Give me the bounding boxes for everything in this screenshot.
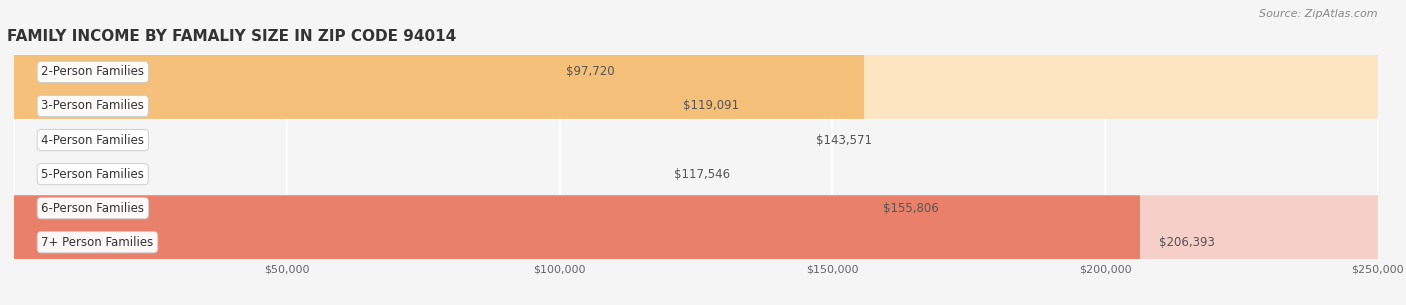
- Text: 6-Person Families: 6-Person Families: [41, 202, 145, 215]
- Text: 5-Person Families: 5-Person Families: [41, 168, 145, 181]
- Text: 2-Person Families: 2-Person Families: [41, 66, 145, 78]
- Text: $117,546: $117,546: [675, 168, 731, 181]
- Text: $155,806: $155,806: [883, 202, 939, 215]
- FancyBboxPatch shape: [14, 195, 1140, 305]
- FancyBboxPatch shape: [14, 195, 1378, 305]
- Text: 4-Person Families: 4-Person Families: [41, 134, 145, 146]
- Text: $119,091: $119,091: [683, 99, 740, 113]
- Text: Source: ZipAtlas.com: Source: ZipAtlas.com: [1260, 9, 1378, 19]
- Text: $206,393: $206,393: [1159, 236, 1215, 249]
- FancyBboxPatch shape: [14, 0, 1378, 119]
- Text: $143,571: $143,571: [817, 134, 872, 146]
- Text: FAMILY INCOME BY FAMALIY SIZE IN ZIP CODE 94014: FAMILY INCOME BY FAMALIY SIZE IN ZIP COD…: [7, 29, 457, 44]
- FancyBboxPatch shape: [14, 0, 865, 119]
- Text: 7+ Person Families: 7+ Person Families: [41, 236, 153, 249]
- Text: $97,720: $97,720: [567, 66, 614, 78]
- Text: 3-Person Families: 3-Person Families: [41, 99, 145, 113]
